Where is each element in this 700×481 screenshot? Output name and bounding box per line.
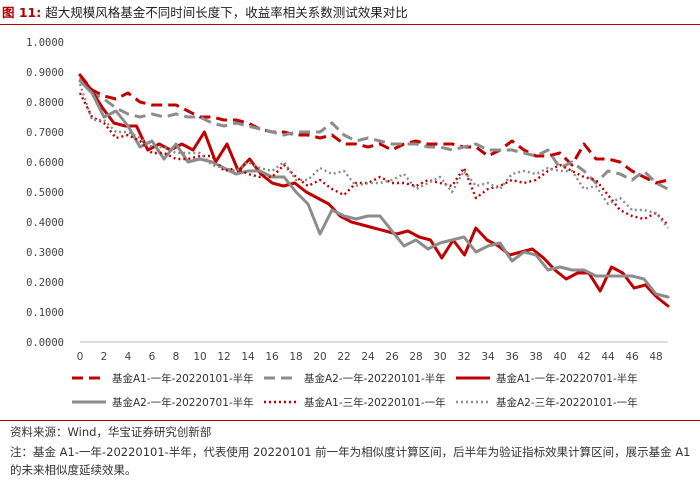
y-tick-label: 0.5000 xyxy=(26,187,64,199)
footnote: 注：基金 A1-一年-20220101-半年，代表使用 20220101 前一年… xyxy=(10,445,691,477)
x-tick-label: 0 xyxy=(77,351,84,363)
x-tick-label: 32 xyxy=(457,351,470,363)
y-tick-label: 0.4000 xyxy=(26,217,64,229)
x-tick-label: 24 xyxy=(361,351,375,363)
x-tick-label: 26 xyxy=(385,351,399,363)
legend-label-4: 基金A2-一年-20220701-半年 xyxy=(112,396,254,409)
x-tick-label: 48 xyxy=(649,351,662,363)
y-tick-label: 0.2000 xyxy=(26,277,64,289)
y-tick-label: 0.3000 xyxy=(26,247,64,259)
y-tick-label: 0.6000 xyxy=(26,157,64,169)
x-tick-label: 18 xyxy=(289,351,302,363)
x-tick-label: 12 xyxy=(217,351,230,363)
x-tick-label: 16 xyxy=(265,351,279,363)
footer-divider xyxy=(0,420,700,421)
x-tick-label: 40 xyxy=(553,351,566,363)
figure-title: 图 11: 超大规模风格基金不同时间长度下，收益率相关系数测试效果对比 xyxy=(2,2,698,24)
legend-label-2: 基金A2-一年-20220101-半年 xyxy=(304,372,446,385)
x-tick-label: 6 xyxy=(149,351,156,363)
series-line-2 xyxy=(78,77,669,191)
title-divider xyxy=(0,24,700,25)
figure-label: 图 11: xyxy=(2,5,42,20)
line-chart: 0.0000 0.1000 0.2000 0.3000 0.4000 0.5000 0.60… xyxy=(26,37,670,409)
y-tick-label: 0.7000 xyxy=(26,127,64,139)
series-line-5 xyxy=(78,92,669,226)
x-tick-label: 22 xyxy=(337,351,350,363)
x-tick-label: 34 xyxy=(481,351,495,363)
figure-title-text: 超大规模风格基金不同时间长度下，收益率相关系数测试效果对比 xyxy=(45,5,408,20)
legend-label-5: 基金A1-三年-20220101-一年 xyxy=(304,396,446,409)
x-tick-label: 42 xyxy=(577,351,590,363)
x-tick-label: 44 xyxy=(601,351,615,363)
x-tick-label: 8 xyxy=(173,351,180,363)
x-tick-label: 46 xyxy=(625,351,639,363)
x-tick-label: 10 xyxy=(193,351,206,363)
legend-label-3: 基金A1-一年-20220701-半年 xyxy=(496,372,638,385)
y-tick-label: 0.0000 xyxy=(26,337,64,349)
x-tick-label: 14 xyxy=(241,351,255,363)
x-tick-label: 38 xyxy=(529,351,542,363)
x-tick-label: 30 xyxy=(433,351,446,363)
series-line-4 xyxy=(78,79,670,299)
legend-label-6: 基金A2-三年-20220101-一年 xyxy=(496,396,638,409)
legend-label-1: 基金A1-一年-20220101-半年 xyxy=(112,372,254,385)
x-tick-label: 20 xyxy=(313,351,326,363)
y-tick-label: 0.1000 xyxy=(26,307,64,319)
y-tick-label: 0.8000 xyxy=(26,97,64,109)
x-tick-label: 2 xyxy=(101,351,108,363)
y-tick-label: 0.9000 xyxy=(26,67,64,79)
source-note: 资料来源：Wind，华宝证券研究创新部 xyxy=(10,425,212,439)
y-tick-label: 1.0000 xyxy=(26,37,64,49)
x-tick-label: 36 xyxy=(505,351,519,363)
x-tick-label: 4 xyxy=(125,351,132,363)
x-tick-label: 28 xyxy=(409,351,422,363)
